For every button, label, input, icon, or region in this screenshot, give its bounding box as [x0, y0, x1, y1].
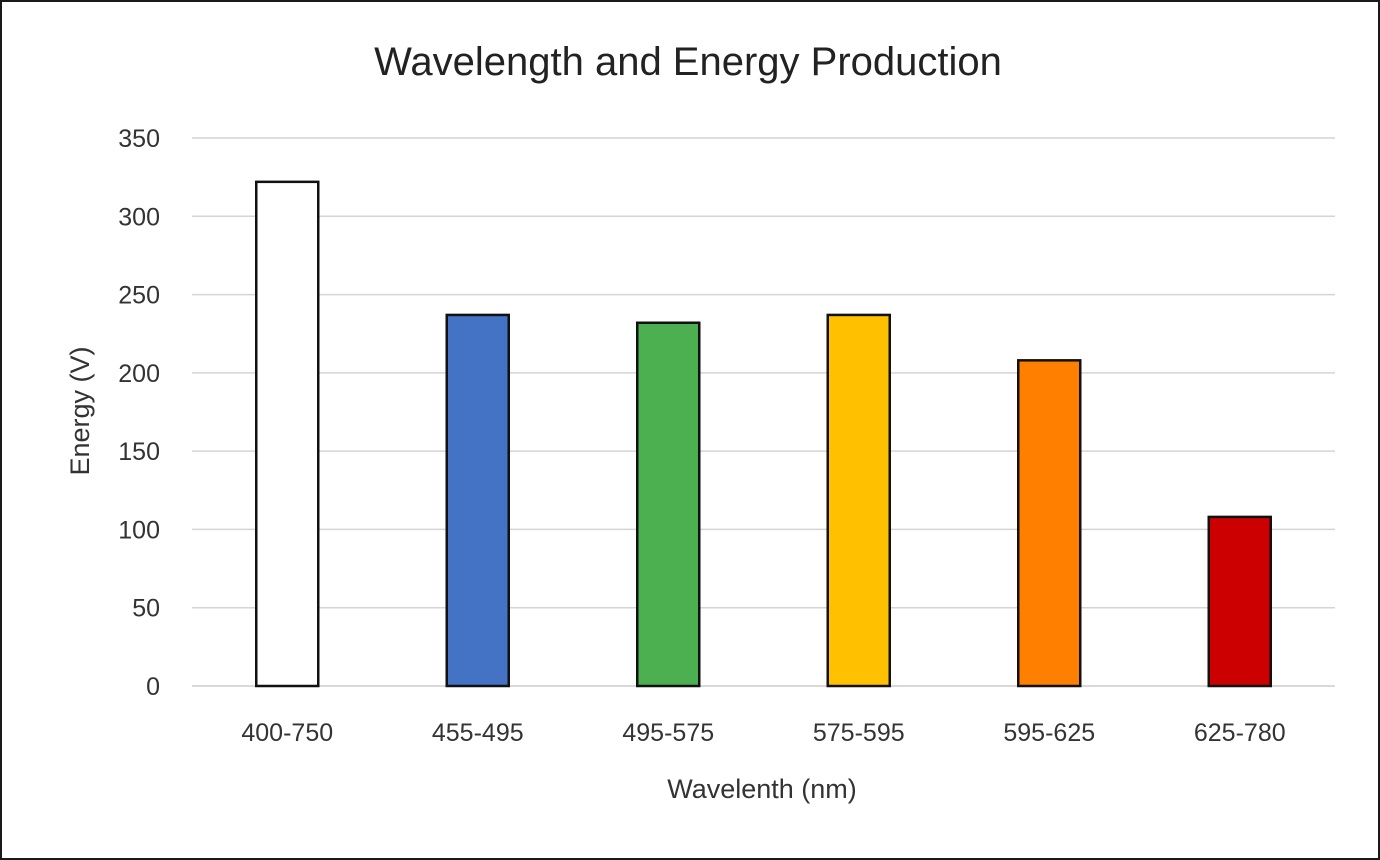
bar-575-595	[826, 313, 891, 688]
y-tick-label: 100	[118, 516, 160, 544]
x-axis-ticks: 400-750 455-495 495-575 575-595 595-625 625-7…	[241, 719, 1285, 747]
x-axis-title: Wavelenth (nm)	[667, 774, 857, 804]
y-tick-label: 200	[118, 360, 160, 388]
bars	[255, 180, 1272, 688]
x-tick-label: 595-625	[1003, 719, 1095, 747]
bar-595-625	[1017, 359, 1082, 688]
y-tick-label: 300	[118, 203, 160, 231]
bar-400-750	[255, 180, 320, 688]
y-tick-label: 0	[146, 673, 160, 701]
y-tick-label: 50	[132, 595, 160, 623]
y-tick-label: 350	[118, 125, 160, 153]
gridlines	[192, 137, 1335, 687]
y-tick-label: 150	[118, 438, 160, 466]
bar-495-575	[636, 321, 701, 688]
y-tick-label: 250	[118, 282, 160, 310]
x-tick-label: 455-495	[432, 719, 524, 747]
bar-625-780	[1207, 515, 1272, 688]
x-tick-label: 625-780	[1194, 719, 1286, 747]
x-tick-label: 495-575	[622, 719, 714, 747]
x-tick-label: 400-750	[241, 719, 333, 747]
y-axis-title: Energy (V)	[65, 346, 95, 475]
chart-title: Wavelength and Energy Production	[374, 40, 1002, 84]
y-axis-ticks: 0 50 100 150 200 250 300 350	[118, 125, 160, 701]
x-tick-label: 575-595	[813, 719, 905, 747]
bar-455-495	[445, 313, 510, 688]
